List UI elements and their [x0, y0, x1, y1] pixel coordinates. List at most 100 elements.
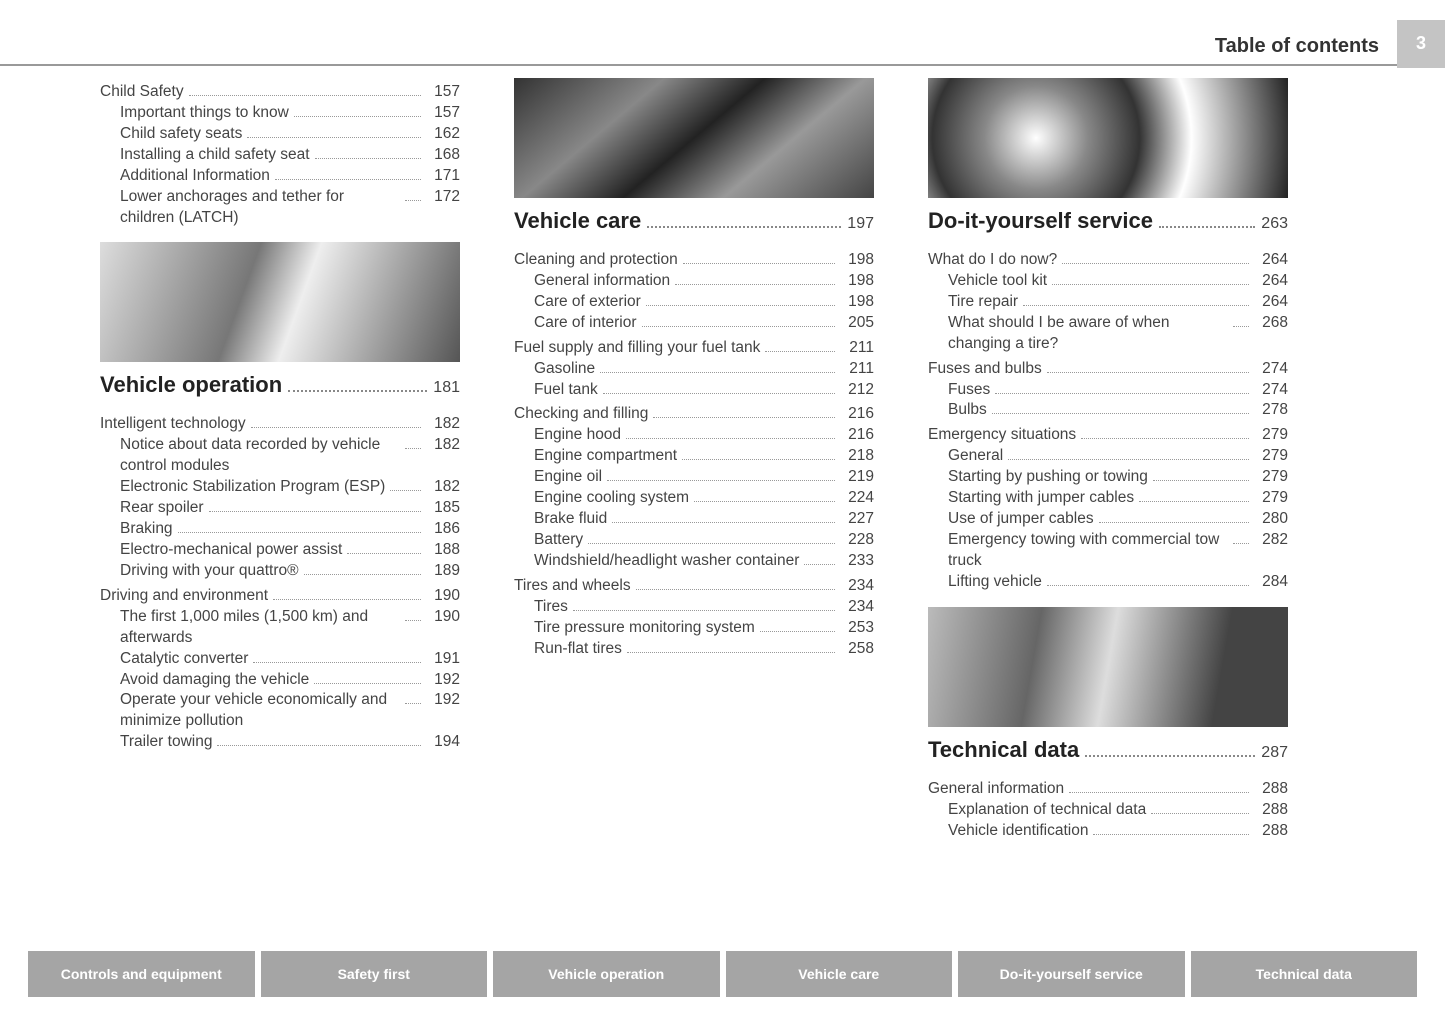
toc-entry-page: 279	[1254, 488, 1288, 509]
toc-entry: Electro-mechanical power assist188	[120, 540, 460, 561]
toc-entry: Cleaning and protection198	[514, 250, 874, 271]
toc-entry-label: What do I do now?	[928, 250, 1057, 271]
toc-entry-page: 264	[1254, 271, 1288, 292]
nav-tab[interactable]: Controls and equipment	[28, 951, 255, 997]
toc-entry-label: Starting by pushing or towing	[948, 467, 1148, 488]
leader-dots	[1233, 543, 1249, 544]
toc-entry-label: Run-flat tires	[534, 639, 622, 660]
leader-dots	[627, 652, 835, 653]
toc-entry: Operate your vehicle economically and mi…	[120, 690, 460, 732]
toc-entry-label: Electronic Stabilization Program (ESP)	[120, 477, 385, 498]
nav-tab[interactable]: Safety first	[261, 951, 488, 997]
toc-entry-page: 216	[840, 425, 874, 446]
nav-tab[interactable]: Vehicle care	[726, 951, 953, 997]
toc-entry-page: 212	[840, 380, 874, 401]
header-title: Table of contents	[1215, 35, 1379, 58]
toc-entry-page: 188	[426, 540, 460, 561]
leader-dots	[682, 459, 835, 460]
leader-dots	[804, 564, 835, 565]
leader-dots	[573, 610, 835, 611]
toc-entry-page: 219	[840, 467, 874, 488]
toc-entry-label: Braking	[120, 519, 173, 540]
toc-entry-label: Intelligent technology	[100, 414, 246, 435]
toc-entry-page: 168	[426, 145, 460, 166]
section-heading-label: Vehicle operation	[100, 372, 282, 398]
toc-entry-label: Trailer towing	[120, 732, 212, 753]
leader-dots	[405, 200, 421, 201]
toc-entry-label: Driving with your quattro®	[120, 561, 299, 582]
toc-entry-page: 279	[1254, 446, 1288, 467]
section-heading-page: 287	[1261, 744, 1288, 762]
toc-entry: Fuses and bulbs274	[928, 359, 1288, 380]
toc-entry-label: Tire repair	[948, 292, 1018, 313]
section-heading-label: Technical data	[928, 737, 1079, 763]
toc-entry: Bulbs278	[948, 400, 1288, 421]
section-heading: Technical data 287	[928, 737, 1288, 763]
nav-tab[interactable]: Do-it-yourself service	[958, 951, 1185, 997]
toc-entry-page: 211	[840, 359, 874, 380]
section-heading: Vehicle care197	[514, 208, 874, 234]
toc-entry-page: 288	[1254, 800, 1288, 821]
leader-dots	[273, 599, 421, 600]
toc-entry: General information198	[534, 271, 874, 292]
toc-entry-label: Engine hood	[534, 425, 621, 446]
toc-entry: Lower anchorages and tether for children…	[120, 187, 460, 229]
toc-entry-label: Child Safety	[100, 82, 184, 103]
toc-entry: Vehicle identification288	[948, 821, 1288, 842]
page-number: 3	[1416, 33, 1426, 54]
toc-entry-page: 218	[840, 446, 874, 467]
toc-entry-page: 274	[1254, 380, 1288, 401]
toc-entry-page: 185	[426, 498, 460, 519]
toc-entry: Battery228	[534, 530, 874, 551]
toc-entry: Engine oil219	[534, 467, 874, 488]
leader-dots	[1093, 834, 1249, 835]
nav-tab[interactable]: Technical data	[1191, 951, 1418, 997]
toc-entry-label: Checking and filling	[514, 404, 648, 425]
leader-dots	[647, 226, 841, 228]
toc-entry-page: 268	[1254, 313, 1288, 334]
toc-entry-label: Care of exterior	[534, 292, 641, 313]
toc-entry-page: 284	[1254, 572, 1288, 593]
toc-entry-page: 190	[426, 586, 460, 607]
toc-entry: Engine hood 216	[534, 425, 874, 446]
toc-entry: Care of interior205	[534, 313, 874, 334]
toc-entry: Fuel tank212	[534, 380, 874, 401]
toc-entry-page: 182	[426, 435, 460, 456]
toc-entry-label: Important things to know	[120, 103, 289, 124]
toc-entry-page: 157	[426, 103, 460, 124]
toc-entry-page: 190	[426, 607, 460, 628]
section-heading-page: 181	[433, 379, 460, 397]
toc-entry-page: 171	[426, 166, 460, 187]
leader-dots	[1233, 326, 1249, 327]
nav-tab[interactable]: Vehicle operation	[493, 951, 720, 997]
toc-entry: Care of exterior198	[534, 292, 874, 313]
toc-entry: General information288	[928, 779, 1288, 800]
section-image	[928, 607, 1288, 727]
leader-dots	[1139, 501, 1249, 502]
toc-entry-label: General	[948, 446, 1003, 467]
page-header: Table of contents 3	[0, 28, 1445, 66]
leader-dots	[178, 532, 421, 533]
leader-dots	[315, 158, 421, 159]
leader-dots	[209, 511, 421, 512]
toc-entry: Rear spoiler185	[120, 498, 460, 519]
toc-entry-label: Emergency situations	[928, 425, 1076, 446]
toc-entry-page: 279	[1254, 467, 1288, 488]
leader-dots	[1081, 438, 1249, 439]
toc-entry-label: Avoid damaging the vehicle	[120, 670, 309, 691]
toc-entry-label: What should I be aware of when changing …	[948, 313, 1228, 355]
leader-dots	[253, 662, 421, 663]
leader-dots	[612, 522, 835, 523]
toc-content: Child Safety 157 Important things to know 1…	[100, 78, 1385, 842]
toc-entry-page: 172	[426, 187, 460, 208]
toc-entry: Avoid damaging the vehicle192	[120, 670, 460, 691]
bottom-tabs: Controls and equipmentSafety firstVehicl…	[28, 951, 1417, 997]
toc-entry: Fuses274	[948, 380, 1288, 401]
toc-entry: Tires and wheels234	[514, 576, 874, 597]
toc-entry-page: 192	[426, 690, 460, 711]
toc-entry-page: 182	[426, 477, 460, 498]
leader-dots	[1047, 372, 1249, 373]
toc-entry: General 279	[948, 446, 1288, 467]
leader-dots	[275, 179, 421, 180]
toc-entry-label: Use of jumper cables	[948, 509, 1094, 530]
